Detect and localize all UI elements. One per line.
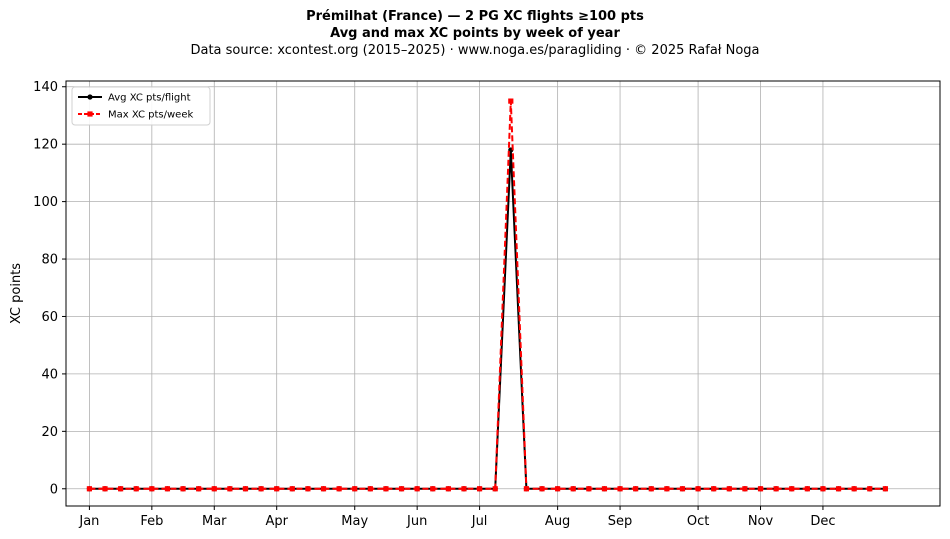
data-point bbox=[570, 486, 576, 492]
y-tick-label: 20 bbox=[41, 425, 58, 440]
data-point bbox=[617, 486, 623, 492]
data-point bbox=[461, 486, 467, 492]
data-point bbox=[86, 486, 93, 492]
x-tick-label: Aug bbox=[545, 514, 570, 529]
legend-label: Max XC pts/week bbox=[108, 110, 193, 121]
data-point bbox=[804, 486, 810, 492]
x-tick-label: Feb bbox=[140, 514, 163, 529]
data-point bbox=[430, 486, 436, 492]
x-tick-label: Apr bbox=[265, 514, 288, 529]
data-point bbox=[211, 486, 217, 492]
data-point bbox=[180, 486, 186, 492]
data-point bbox=[133, 486, 139, 492]
data-point bbox=[882, 486, 888, 492]
data-point bbox=[508, 98, 514, 104]
plot-frame bbox=[65, 80, 941, 507]
data-point bbox=[227, 486, 233, 492]
legend-marker bbox=[87, 94, 93, 100]
legend-label: Avg XC pts/flight bbox=[108, 93, 191, 104]
series-line-2 bbox=[89, 100, 886, 490]
x-tick-label: Nov bbox=[748, 514, 774, 529]
data-point bbox=[367, 486, 373, 492]
data-point bbox=[118, 486, 124, 492]
data-point bbox=[102, 486, 108, 492]
data-point bbox=[679, 486, 686, 492]
data-point bbox=[586, 486, 592, 492]
y-tick-label: 0 bbox=[50, 482, 58, 497]
x-tick-label: Jun bbox=[406, 514, 427, 529]
series-line-1 bbox=[89, 148, 886, 490]
data-point bbox=[274, 486, 280, 492]
data-point bbox=[601, 486, 608, 492]
x-tick-label: Oct bbox=[687, 514, 709, 529]
y-tick-label: 140 bbox=[33, 80, 58, 95]
chart-subtitle: Avg and max XC points by week of year bbox=[330, 26, 620, 41]
y-axis-label: XC points bbox=[9, 263, 24, 324]
data-point bbox=[289, 486, 295, 492]
x-tick-label: Mar bbox=[202, 514, 227, 529]
data-point bbox=[867, 486, 873, 492]
x-tick-label: Jan bbox=[78, 514, 99, 529]
y-tick-label: 40 bbox=[41, 367, 58, 382]
data-point bbox=[820, 486, 826, 492]
data-point bbox=[305, 486, 311, 492]
y-tick-label: 100 bbox=[33, 195, 58, 210]
data-point bbox=[352, 486, 358, 492]
x-axis: Jan Feb Mar Apr May Jun Jul Aug Sep Oct Nov Dec bbox=[78, 506, 836, 529]
x-tick-label: Jul bbox=[471, 514, 488, 529]
data-point bbox=[742, 486, 748, 492]
data-point bbox=[789, 486, 795, 492]
y-axis: 0 20 40 60 80 100 120 140 bbox=[33, 80, 66, 497]
legend: Avg XC pts/flight Max XC pts/week bbox=[71, 86, 211, 126]
data-point bbox=[149, 486, 155, 492]
data-point bbox=[726, 486, 732, 492]
legend-marker bbox=[87, 111, 93, 117]
legend-box bbox=[71, 86, 211, 126]
data-point bbox=[242, 486, 249, 492]
data-point bbox=[711, 486, 717, 492]
data-point bbox=[555, 486, 561, 492]
data-point bbox=[336, 486, 342, 492]
data-point bbox=[476, 486, 483, 492]
data-point bbox=[757, 486, 764, 492]
data-point bbox=[695, 486, 701, 492]
data-point bbox=[383, 486, 389, 492]
data-point bbox=[648, 486, 654, 492]
data-point bbox=[492, 486, 498, 492]
y-tick-label: 80 bbox=[41, 253, 58, 268]
data-point bbox=[445, 486, 451, 492]
x-tick-label: May bbox=[341, 514, 368, 529]
x-tick-label: Dec bbox=[810, 514, 835, 529]
y-tick-label: 120 bbox=[33, 138, 58, 153]
data-point bbox=[320, 486, 327, 492]
chart-titles: Prémilhat (France) — 2 PG XC flights ≥10… bbox=[0, 8, 950, 59]
data-point bbox=[664, 486, 670, 492]
data-point bbox=[633, 486, 639, 492]
data-point bbox=[773, 486, 779, 492]
series-layer bbox=[86, 98, 888, 492]
chart-source: Data source: xcontest.org (2015–2025) · … bbox=[190, 43, 760, 58]
y-tick-label: 60 bbox=[41, 310, 58, 325]
data-point bbox=[835, 486, 842, 492]
data-point bbox=[523, 486, 530, 492]
data-point bbox=[851, 486, 857, 492]
chart-title: Prémilhat (France) — 2 PG XC flights ≥10… bbox=[306, 9, 644, 24]
data-point bbox=[258, 486, 264, 492]
data-point bbox=[539, 486, 545, 492]
data-point bbox=[164, 486, 171, 492]
x-tick-label: Sep bbox=[608, 514, 633, 529]
data-point bbox=[398, 486, 405, 492]
grid-lines bbox=[66, 81, 940, 506]
data-point bbox=[414, 486, 420, 492]
data-point bbox=[196, 486, 202, 492]
